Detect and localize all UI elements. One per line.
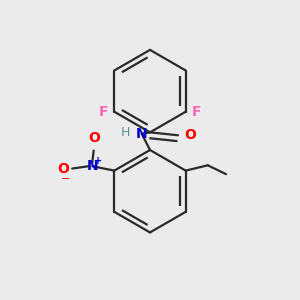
Text: O: O [88, 131, 100, 145]
Text: N: N [86, 159, 98, 173]
Text: H: H [121, 125, 130, 139]
Text: N: N [136, 127, 148, 141]
Text: −: − [60, 174, 70, 184]
Text: F: F [98, 105, 108, 119]
Text: +: + [94, 156, 102, 166]
Text: F: F [192, 105, 202, 119]
Text: O: O [184, 128, 196, 142]
Text: O: O [57, 161, 69, 176]
